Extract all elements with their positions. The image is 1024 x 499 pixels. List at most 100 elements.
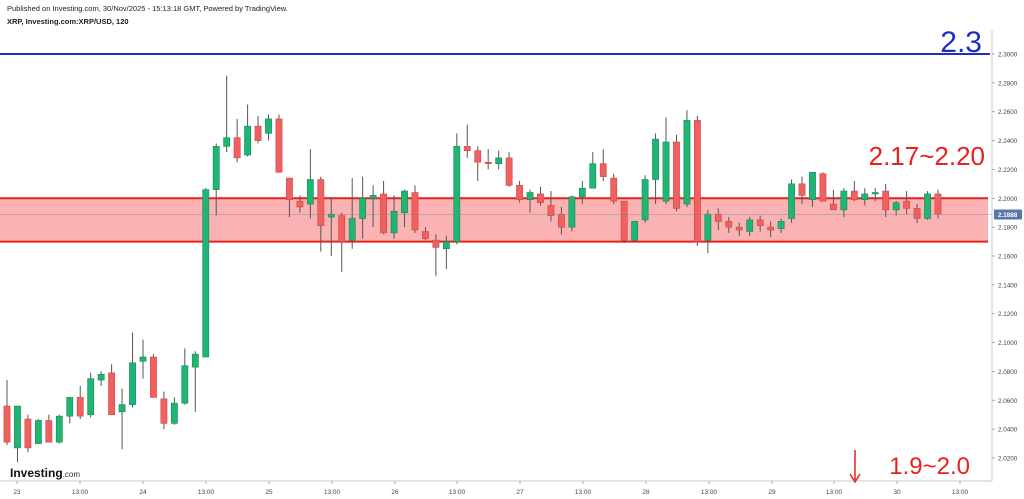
y-tick-label: 2.1200: [998, 311, 1018, 318]
candle-body: [924, 193, 931, 219]
y-tick-label: 2.0800: [998, 369, 1018, 376]
level-2-3-label: 2.3: [940, 26, 982, 59]
candle-body: [380, 193, 387, 234]
y-tick-label: 2.1000: [998, 340, 1018, 347]
candle-body: [369, 195, 377, 199]
candle-body: [108, 372, 116, 416]
candle: [411, 185, 419, 233]
last-price-label: 2.1888: [998, 212, 1018, 219]
x-tick-label: 13:00: [198, 489, 215, 496]
candle: [505, 152, 513, 187]
candle-body: [777, 221, 785, 229]
candle-body: [306, 179, 314, 205]
candle: [223, 75, 231, 153]
candle-body: [798, 183, 806, 196]
candle: [537, 186, 544, 206]
candle-body: [170, 402, 178, 424]
candle-body: [704, 213, 712, 241]
candle-body: [558, 213, 565, 228]
candle: [892, 201, 900, 216]
candle: [913, 204, 921, 223]
candle-body: [411, 192, 419, 231]
candle-body: [631, 221, 639, 241]
x-tick-label: 13:00: [72, 489, 89, 496]
candle-body: [3, 405, 11, 443]
candle-body: [76, 397, 84, 417]
candle: [871, 188, 879, 202]
zone-fill: [0, 198, 988, 242]
candle: [97, 371, 105, 386]
level-lines: [0, 53, 992, 215]
investing-logo: Investing.com: [10, 466, 80, 480]
target-label: 1.9~2.0: [889, 453, 970, 480]
candle-body: [578, 187, 586, 198]
candle: [788, 179, 795, 223]
candle: [850, 180, 858, 202]
candle: [390, 195, 398, 239]
candle: [474, 146, 482, 181]
candle-body: [422, 231, 429, 239]
candle-body: [275, 118, 283, 173]
candle-body: [589, 163, 597, 189]
logo-suffix: .com: [62, 470, 81, 479]
candle-body: [694, 120, 701, 242]
candle: [547, 191, 555, 222]
y-axis: 2.0200 2.0400 2.0600 2.0800 2.1000 2.1200 2.14…: [991, 30, 1022, 481]
candle-body: [484, 161, 492, 164]
candle-body: [829, 203, 837, 211]
candle: [683, 110, 691, 207]
candle-body: [850, 190, 858, 201]
candle: [798, 176, 806, 205]
candle: [673, 134, 680, 212]
candle: [578, 180, 586, 205]
y-tick-label: 2.1800: [998, 225, 1018, 232]
candle-body: [714, 213, 722, 222]
candle-body: [442, 241, 450, 250]
candle-body: [45, 420, 53, 443]
candle: [338, 212, 346, 272]
candle: [599, 149, 607, 181]
candle-body: [652, 138, 659, 180]
candles: [3, 75, 942, 463]
candle: [380, 180, 387, 235]
candle-body: [809, 172, 816, 201]
x-tick-label: 13:00: [952, 489, 969, 496]
candle-body: [683, 120, 691, 205]
candle: [432, 234, 440, 277]
x-tick-label: 13:00: [449, 489, 466, 496]
y-tick-label: 2.2600: [998, 109, 1018, 116]
candle: [55, 414, 63, 444]
y-tick-label: 2.0200: [998, 456, 1018, 463]
candle: [76, 385, 84, 420]
candle-body: [14, 405, 21, 449]
candle: [453, 133, 461, 245]
candle-body: [160, 398, 168, 424]
candle-body: [463, 146, 471, 151]
candle: [108, 364, 116, 416]
candle-body: [317, 179, 325, 226]
candle-body: [913, 208, 921, 219]
candle: [191, 351, 199, 412]
candle: [463, 124, 471, 158]
candle-body: [662, 141, 670, 202]
candle-body: [767, 226, 775, 231]
candle-body: [746, 219, 754, 232]
candle: [286, 177, 293, 218]
x-tick-label: 24: [139, 489, 147, 496]
candle: [369, 185, 377, 228]
candle: [118, 388, 126, 450]
candle-body: [348, 218, 356, 241]
candle: [809, 172, 816, 207]
candle-body: [338, 215, 346, 242]
candle-body: [641, 179, 649, 221]
candle: [139, 339, 147, 379]
candle-body: [610, 177, 618, 202]
candle: [819, 172, 827, 202]
annotations: 2.3 2.17~2.20 1.9~2.0: [849, 26, 985, 484]
y-tick-label: 2.2400: [998, 138, 1018, 145]
candle: [840, 188, 848, 218]
x-tick-label: 25: [265, 489, 273, 496]
candle-body: [265, 118, 272, 134]
candle-body: [819, 173, 827, 202]
